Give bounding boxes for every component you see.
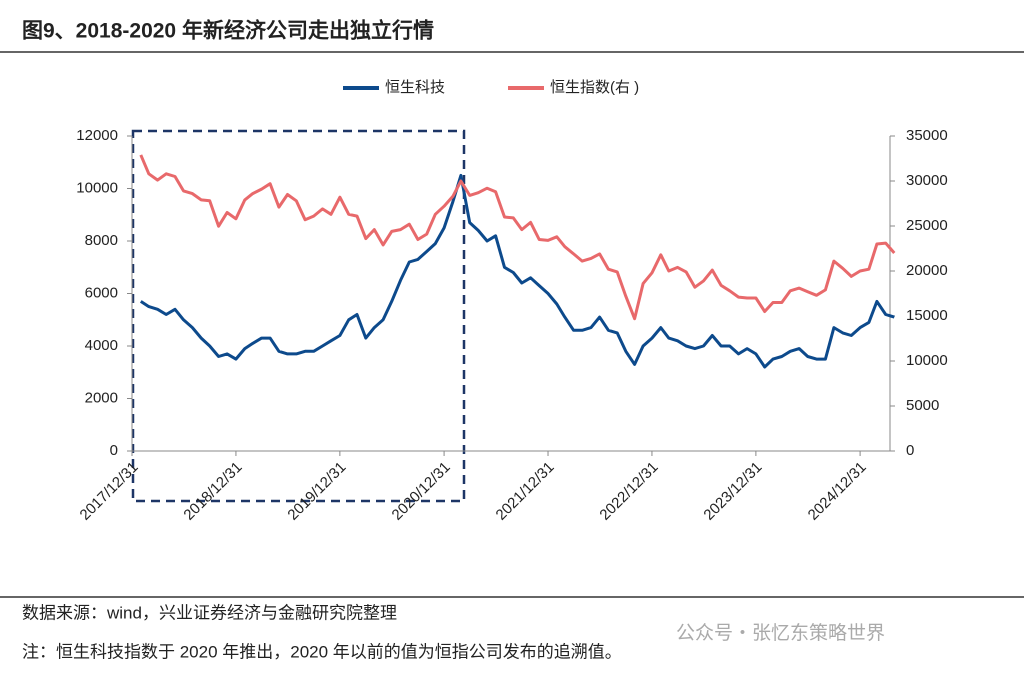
y-tick-label: 6000 — [85, 284, 118, 301]
source-note: 数据来源：wind，兴业证券经济与金融研究院整理 — [22, 603, 397, 622]
x-tick-label: 2021/12/31 — [493, 459, 558, 524]
footnote: 注：恒生科技指数于 2020 年推出，2020 年以前的值为恒指公司发布的追溯值… — [22, 642, 622, 661]
x-tick-label: 2022/12/31 — [596, 459, 661, 524]
y2-tick-label: 15000 — [906, 307, 948, 324]
series-line — [139, 154, 896, 321]
series-line — [139, 173, 895, 369]
y2-tick-label: 10000 — [906, 352, 948, 369]
y-tick-label: 8000 — [85, 232, 118, 249]
highlight-box — [131, 129, 466, 503]
x-tick-label: 2024/12/31 — [805, 459, 870, 524]
y2-tick-label: 5000 — [906, 397, 939, 414]
chart-title: 图9、2018-2020 年新经济公司走出独立行情 — [22, 19, 434, 43]
y-tick-label: 2000 — [85, 389, 118, 406]
legend-label: 恒生科技 — [385, 79, 445, 96]
x-tick-label: 2018/12/31 — [180, 459, 245, 524]
y-tick-label: 10000 — [76, 179, 118, 196]
y2-tick-label: 20000 — [906, 262, 948, 279]
y2-tick-label: 25000 — [906, 217, 948, 234]
y-tick-label: 12000 — [76, 127, 118, 144]
x-tick-label: 2020/12/31 — [389, 459, 454, 524]
y-tick-label: 0 — [110, 442, 118, 459]
y2-tick-label: 35000 — [906, 127, 948, 144]
x-tick-label: 2023/12/31 — [700, 459, 765, 524]
x-tick-label: 2019/12/31 — [284, 459, 349, 524]
y-tick-label: 4000 — [85, 337, 118, 354]
y2-tick-label: 30000 — [906, 172, 948, 189]
legend-label: 恒生指数(右 ) — [550, 79, 639, 96]
y2-tick-label: 0 — [906, 442, 914, 459]
watermark: 公众号・张忆东策略世界 — [676, 622, 885, 644]
